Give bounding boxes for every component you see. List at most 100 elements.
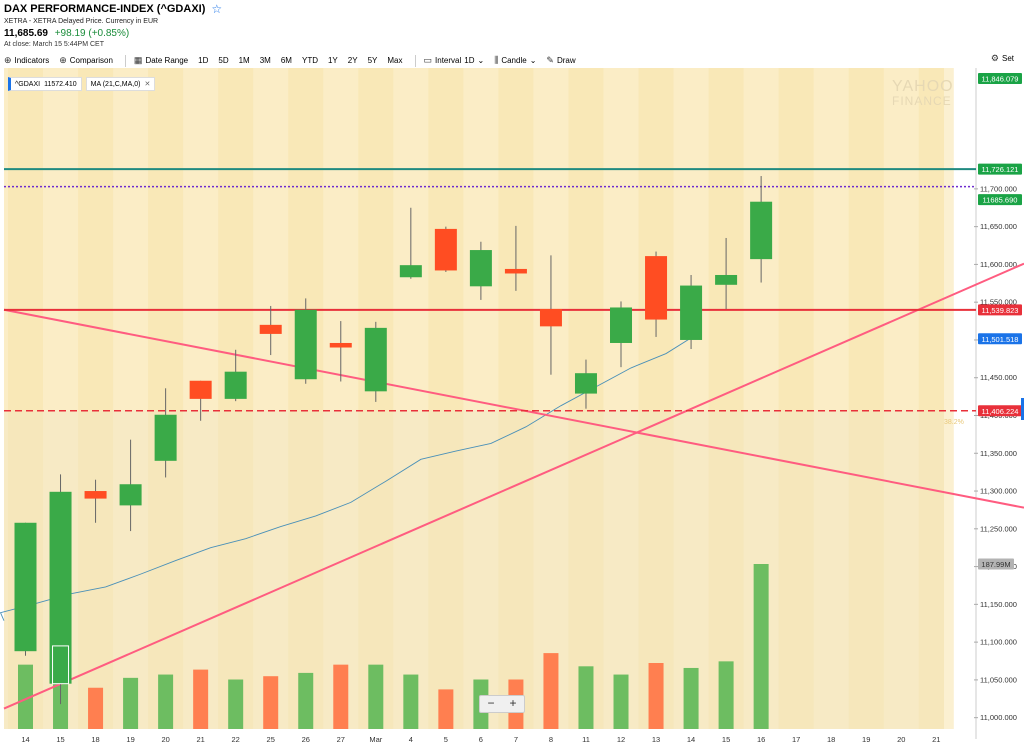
draw-button[interactable]: ✎ Draw: [546, 55, 575, 66]
price-tag-label: 11,406.224: [982, 407, 1019, 416]
interval-label: Interval: [435, 56, 462, 65]
range-5d[interactable]: 5D: [218, 56, 229, 65]
x-tick-label: 15: [722, 735, 730, 744]
candle-body: [224, 371, 247, 399]
close-icon[interactable]: ✕: [144, 81, 151, 88]
candle-body: [680, 285, 703, 340]
toolbar-divider: [414, 54, 416, 67]
volume-tag-label: 187.99M: [981, 560, 1010, 569]
draw-label: Draw: [556, 56, 576, 65]
x-tick-label: 8: [549, 735, 553, 744]
x-tick-label: 14: [21, 735, 29, 744]
candle-body: [434, 228, 457, 271]
day-band: [288, 68, 324, 729]
candle-body: [645, 256, 668, 320]
interval-value: 1D: [464, 56, 475, 65]
y-tick-label: 11,600.000: [980, 260, 1017, 269]
x-tick-label: 5: [444, 735, 448, 744]
x-tick-label: 16: [757, 735, 765, 744]
candle-body: [259, 324, 282, 334]
x-tick-label: 17: [792, 735, 800, 744]
x-tick-label: 12: [617, 735, 625, 744]
range-2y[interactable]: 2Y: [347, 56, 358, 65]
watermark-line-2: FINANCE: [892, 94, 952, 108]
settings-button[interactable]: ⚙ Set: [991, 53, 1014, 64]
price-chart[interactable]: 11,000.000 11,050.000 11,100.000 11,150.000…: [0, 68, 1024, 752]
date-range-button[interactable]: ▦ Date Range: [134, 55, 188, 66]
price-row: 11,685.69 +98.19 (+0.85%): [4, 28, 222, 39]
candle-body: [399, 265, 422, 278]
chart-type-dropdown[interactable]: ⫼ Candle ⌄: [494, 55, 536, 66]
legend-symbol: ^GDAXI: [15, 80, 41, 88]
price-tag-label: 11,501.518: [982, 335, 1019, 344]
range-3m[interactable]: 3M: [259, 56, 271, 65]
day-band: [498, 68, 534, 729]
gear-icon: ⚙: [990, 53, 999, 63]
date-range-label: Date Range: [145, 56, 189, 65]
x-tick-label: 21: [196, 735, 204, 744]
chevron-down-icon: ⌄: [529, 56, 537, 65]
x-tick-label: 25: [267, 735, 275, 744]
volume-bar: [613, 674, 629, 729]
candle-body: [14, 522, 37, 652]
volume-bar: [228, 679, 244, 729]
range-max[interactable]: Max: [387, 56, 403, 65]
x-tick-label: 20: [897, 735, 905, 744]
y-tick-label: 11,650.000: [980, 222, 1017, 231]
volume-bar: [88, 687, 104, 729]
y-tick-label: 11,250.000: [980, 524, 1017, 533]
x-tick-label: 6: [479, 735, 483, 744]
indicators-button[interactable]: ⊕ Indicators: [4, 55, 49, 66]
price-tag: [978, 333, 1022, 345]
candle-body: [189, 380, 212, 399]
x-tick-label: 21: [932, 735, 940, 744]
range-1y[interactable]: 1Y: [327, 56, 338, 65]
price-change: +98.19 (+0.85%): [54, 28, 130, 39]
settings-label: Set: [1001, 54, 1014, 63]
legend-ma-label: MA (21,C,MA,0): [90, 80, 141, 88]
zoom-in-button[interactable]: +: [509, 696, 517, 710]
volume-tag: [978, 558, 1014, 570]
x-tick-label: 18: [91, 735, 99, 744]
x-tick-label: 18: [827, 735, 835, 744]
range-6m[interactable]: 6M: [280, 56, 292, 65]
x-tick-label: 22: [232, 735, 240, 744]
x-tick-label: 27: [337, 735, 345, 744]
ma-line: [0, 331, 702, 621]
x-tick-label: 11: [582, 735, 590, 744]
volume-bar: [753, 564, 769, 729]
day-band: [78, 68, 114, 729]
x-tick-label: 19: [126, 735, 134, 744]
zoom-out-button[interactable]: −: [487, 696, 495, 710]
plus-circle-icon: ⊕: [59, 55, 67, 65]
range-1m[interactable]: 1M: [238, 56, 250, 65]
legend-ma-series[interactable]: MA (21,C,MA,0) ✕: [85, 77, 156, 91]
yahoo-finance-watermark: YAHOO FINANCE: [892, 79, 954, 109]
comparison-button[interactable]: ⊕ Comparison: [59, 55, 113, 66]
chart-toolbar: ⊕ Indicators ⊕ Comparison ▦ Date Range 1…: [0, 53, 1024, 68]
y-tick-label: 11,700.000: [980, 184, 1017, 193]
day-band: [918, 68, 954, 729]
star-icon[interactable]: ☆: [211, 2, 223, 16]
y-tick-label: 11,350.000: [980, 449, 1017, 458]
candle-icon: ⫼: [494, 55, 499, 65]
volume-bar: [648, 663, 664, 729]
candle-body: [715, 274, 738, 285]
price-tag: [978, 163, 1022, 175]
scroll-marker: [1021, 398, 1024, 420]
candle-body: [154, 414, 177, 461]
day-band: [848, 68, 884, 729]
y-tick-label: 11,100.000: [980, 638, 1017, 647]
legend-main-series[interactable]: ^GDAXI 11572.410: [8, 77, 82, 91]
range-1d[interactable]: 1D: [198, 56, 209, 65]
toolbar-divider: [124, 54, 126, 67]
interval-dropdown[interactable]: ▭ Interval 1D ⌄: [424, 55, 485, 66]
range-5y[interactable]: 5Y: [367, 56, 378, 65]
volume-bar: [683, 667, 699, 729]
price-tag-label: 11685.690: [983, 196, 1018, 205]
close-note: At close: March 15 5:44PM CET: [4, 41, 104, 48]
y-tick-label: 11,300.000: [980, 487, 1017, 496]
candle-body: [504, 268, 527, 274]
candle-body: [49, 491, 72, 684]
range-ytd[interactable]: YTD: [301, 56, 318, 65]
